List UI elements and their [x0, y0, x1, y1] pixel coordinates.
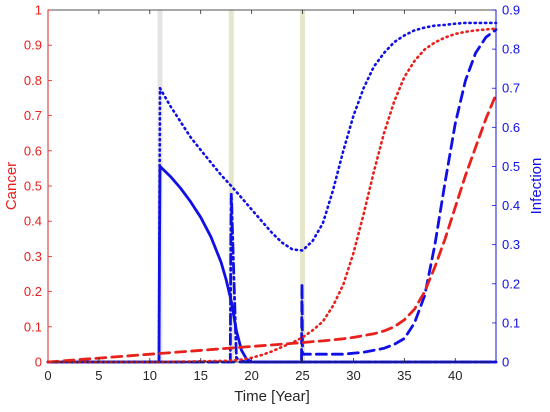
series-line-right-dashed-4 [46, 28, 498, 364]
y-right-tick-label: 0.6 [502, 120, 520, 135]
y-right-tick-label: 0.1 [502, 315, 520, 330]
x-tick-label: 40 [448, 368, 462, 383]
y-left-tick-label: 0.2 [24, 284, 42, 299]
series-line-right-solid-2 [46, 165, 498, 364]
y-left-tick-label: 1 [35, 3, 42, 18]
y-left-tick-label: 0.1 [24, 319, 42, 334]
series-lines [46, 21, 498, 364]
y-axis-label-left: Cancer [3, 162, 20, 210]
x-tick-label: 10 [143, 368, 157, 383]
y-right-tick-label: 0.8 [502, 42, 520, 57]
y-right-tick-label: 0 [502, 355, 509, 370]
y-left-tick-label: 0.7 [24, 108, 42, 123]
y-left-tick-label: 0.6 [24, 143, 42, 158]
x-tick-label: 5 [95, 368, 102, 383]
intervention-band-3 [300, 10, 306, 362]
y-right-tick-label: 0.2 [502, 276, 520, 291]
y-right-tick-label: 0.5 [502, 159, 520, 174]
x-axis-label: Time [Year] [234, 388, 310, 405]
x-tick-label: 35 [397, 368, 411, 383]
series-line-right-dotted-1 [46, 21, 498, 364]
series-line-left-dashed-6 [46, 93, 498, 364]
x-tick-label: 15 [193, 368, 207, 383]
y-left-tick-label: 0.8 [24, 73, 42, 88]
y-left-tick-label: 0.4 [24, 214, 42, 229]
y-left-tick-label: 0 [35, 355, 42, 370]
y-right-tick-label: 0.7 [502, 81, 520, 96]
y-axis-right: 0 0.1 0.2 0.3 0.4 0.5 0.6 0.7 0.8 0.9 [492, 3, 520, 370]
y-right-tick-label: 0.4 [502, 198, 520, 213]
x-tick-label: 25 [295, 368, 309, 383]
y-axis-left: 0 0.1 0.2 0.3 0.4 0.5 0.6 0.7 0.8 0.9 1 [24, 3, 52, 370]
y-right-tick-label: 0.3 [502, 237, 520, 252]
y-left-tick-label: 0.3 [24, 249, 42, 264]
x-axis: 0 5 10 15 20 25 30 35 40 [44, 10, 463, 383]
y-left-tick-label: 0.5 [24, 179, 42, 194]
x-tick-label: 30 [346, 368, 360, 383]
series-line-left-dotted-5 [46, 27, 498, 364]
x-tick-label: 20 [244, 368, 258, 383]
y-left-tick-label: 0.9 [24, 38, 42, 53]
y-right-tick-label: 0.9 [502, 3, 520, 18]
y-axis-label-right: Infection [528, 158, 545, 215]
x-tick-label: 0 [44, 368, 51, 383]
